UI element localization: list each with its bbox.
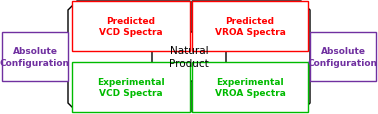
- Text: Experimental
VCD Spectra: Experimental VCD Spectra: [97, 77, 165, 97]
- Bar: [310, 33, 376, 81]
- Bar: [72, 2, 190, 52]
- Bar: [72, 62, 190, 112]
- Polygon shape: [68, 2, 190, 112]
- Polygon shape: [192, 2, 310, 112]
- Bar: [192, 2, 308, 52]
- Text: Predicted
VCD Spectra: Predicted VCD Spectra: [99, 17, 163, 37]
- Text: Absolute
Configuration: Absolute Configuration: [308, 47, 378, 67]
- Text: Predicted
VROA Spectra: Predicted VROA Spectra: [215, 17, 285, 37]
- Text: Absolute
Configuration: Absolute Configuration: [0, 47, 70, 67]
- Text: Experimental
VROA Spectra: Experimental VROA Spectra: [215, 77, 285, 97]
- Bar: [2, 33, 68, 81]
- Polygon shape: [152, 33, 226, 81]
- Text: Natural
Product: Natural Product: [169, 46, 209, 68]
- Bar: [192, 62, 308, 112]
